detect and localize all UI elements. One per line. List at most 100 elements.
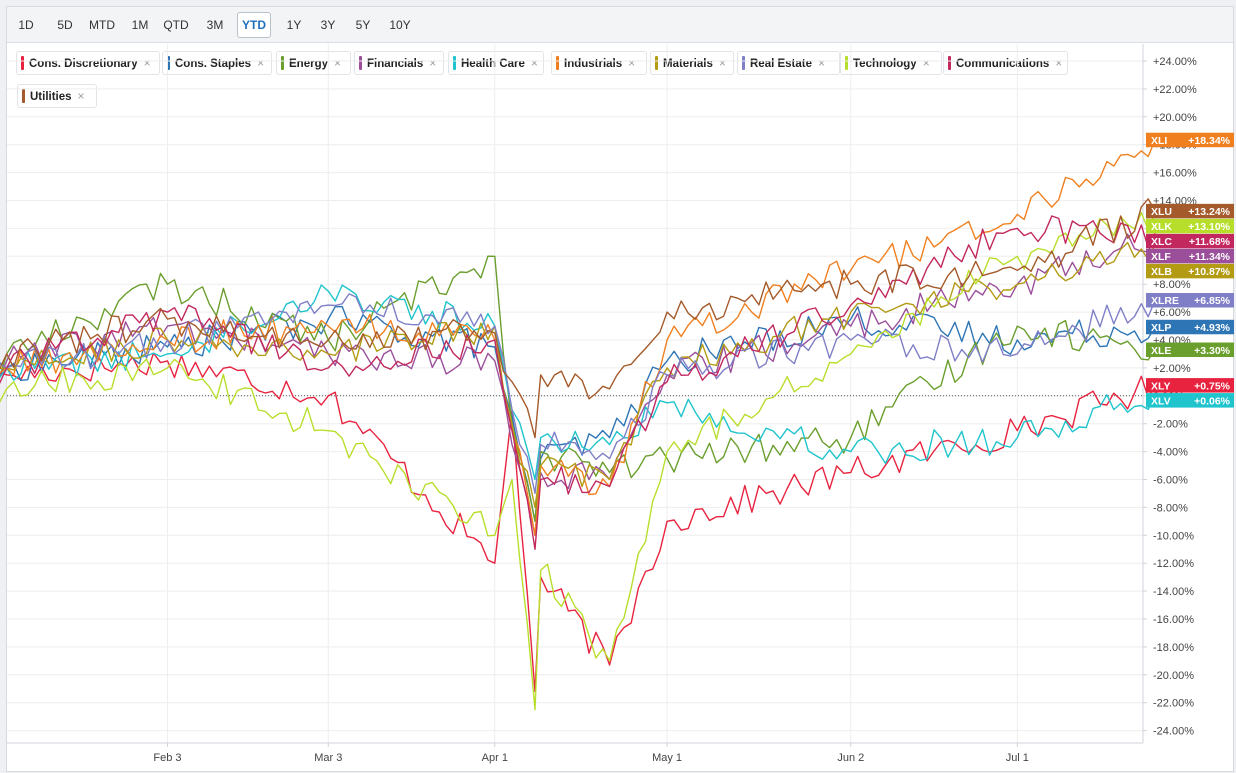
- value-tag-ticker: XLY: [1151, 380, 1170, 392]
- value-tag-background: [1146, 218, 1234, 234]
- value-tag-background: [1146, 233, 1234, 249]
- y-tick-label: -6.00%: [1153, 475, 1188, 487]
- value-tag-ticker: XLC: [1151, 236, 1172, 248]
- remove-series-icon[interactable]: ×: [257, 56, 265, 70]
- remove-series-icon[interactable]: ×: [922, 56, 930, 70]
- range-button-1y[interactable]: 1Y: [286, 18, 302, 32]
- range-button-5y[interactable]: 5Y: [355, 18, 371, 32]
- y-tick-label: +24.00%: [1153, 56, 1197, 68]
- value-tag-ticker: XLK: [1151, 221, 1172, 233]
- series-line-xli: [0, 139, 1156, 536]
- value-tag-xlv: XLV +0.06%: [1146, 393, 1234, 408]
- y-tick-label: -2.00%: [1153, 419, 1188, 431]
- value-tag-value: +11.68%: [1189, 236, 1231, 248]
- remove-series-icon[interactable]: ×: [718, 56, 726, 70]
- value-tag-background: [1146, 319, 1234, 335]
- legend-color-swatch: [21, 56, 24, 70]
- series-line-xlp: [0, 305, 1156, 522]
- remove-series-icon[interactable]: ×: [429, 56, 437, 70]
- legend-chip-materials[interactable]: Materials ×: [650, 51, 734, 75]
- value-tag-background: [1146, 342, 1234, 358]
- y-tick-label: +22.00%: [1153, 84, 1197, 96]
- legend-color-swatch: [359, 56, 362, 70]
- y-tick-label: -10.00%: [1153, 530, 1194, 542]
- value-tag-ticker: XLE: [1151, 345, 1171, 357]
- remove-series-icon[interactable]: ×: [628, 56, 636, 70]
- x-tick-label: May 1: [652, 752, 682, 764]
- value-tag-xli: XLI +18.34%: [1146, 132, 1234, 148]
- legend-color-swatch: [948, 56, 951, 70]
- legend-chip-cons-discretionary[interactable]: Cons. Discretionary ×: [16, 51, 160, 75]
- series-line-xlc: [0, 215, 1156, 550]
- value-tag-background: [1146, 248, 1234, 264]
- legend-color-swatch: [845, 56, 848, 70]
- legend-color-swatch: [453, 56, 456, 70]
- y-tick-label: -4.00%: [1153, 447, 1188, 459]
- series-lines: [0, 139, 1156, 711]
- value-tag-xly: XLY +0.75%: [1146, 378, 1234, 393]
- series-line-xle: [0, 255, 1156, 522]
- range-button-3y[interactable]: 3Y: [320, 18, 336, 32]
- value-tag-xle: XLE +3.30%: [1146, 342, 1234, 358]
- x-tick-label: Mar 3: [314, 752, 342, 764]
- range-button-ytd[interactable]: YTD: [237, 12, 271, 38]
- range-button-qtd[interactable]: QTD: [163, 18, 189, 32]
- y-tick-label: +8.00%: [1153, 279, 1191, 291]
- series-line-xlu: [0, 198, 1156, 439]
- value-tag-value: +0.06%: [1194, 395, 1231, 407]
- y-tick-label: -22.00%: [1153, 698, 1194, 710]
- value-tag-ticker: XLRE: [1151, 295, 1179, 307]
- legend-chip-energy[interactable]: Energy ×: [276, 51, 351, 75]
- value-tag-ticker: XLF: [1151, 251, 1171, 263]
- value-tag-value: +18.34%: [1188, 135, 1230, 147]
- range-button-10y[interactable]: 10Y: [389, 18, 411, 32]
- value-tag-value: +0.75%: [1194, 380, 1231, 392]
- legend-chip-industrials[interactable]: Industrials ×: [551, 51, 647, 75]
- value-tag-ticker: XLU: [1151, 206, 1172, 218]
- legend-color-swatch: [22, 89, 25, 103]
- series-line-xlv: [0, 284, 1156, 481]
- range-button-1d[interactable]: 1D: [18, 18, 34, 32]
- value-tag-value: +4.93%: [1194, 322, 1231, 334]
- time-range-selector: 1D 5D MTD 1M QTD 3M YTD 1Y 3Y 5Y 10Y: [7, 7, 1233, 43]
- grid: [7, 44, 1143, 743]
- y-tick-label: -24.00%: [1153, 726, 1194, 738]
- remove-series-icon[interactable]: ×: [334, 56, 342, 70]
- series-value-tags: XLI +18.34% XLU +13.24% XLK +13.10% XLC +11.68%…: [1146, 132, 1234, 408]
- legend-color-swatch: [167, 56, 170, 70]
- value-tag-xlu: XLU +13.24%: [1146, 203, 1234, 219]
- y-tick-label: -12.00%: [1153, 558, 1194, 570]
- remove-series-icon[interactable]: ×: [1055, 56, 1063, 70]
- legend: Cons. Discretionary × Cons. Staples × Energy…: [14, 51, 1144, 121]
- value-tag-ticker: XLP: [1151, 322, 1171, 334]
- range-button-mtd[interactable]: MTD: [89, 18, 115, 32]
- range-button-1m[interactable]: 1M: [131, 18, 149, 32]
- range-button-5d[interactable]: 5D: [57, 18, 73, 32]
- remove-series-icon[interactable]: ×: [143, 56, 151, 70]
- series-line-xlre: [0, 293, 1156, 495]
- legend-color-swatch: [655, 56, 658, 70]
- legend-chip-utilities[interactable]: Utilities ×: [17, 84, 97, 108]
- legend-chip-cons-staples[interactable]: Cons. Staples ×: [162, 51, 272, 75]
- value-tag-background: [1146, 132, 1234, 148]
- legend-label: Utilities: [30, 91, 72, 103]
- legend-chip-real-estate[interactable]: Real Estate ×: [737, 51, 840, 75]
- remove-series-icon[interactable]: ×: [818, 56, 826, 70]
- remove-series-icon[interactable]: ×: [77, 89, 85, 103]
- value-tag-background: [1146, 378, 1234, 393]
- value-tag-xlb: XLB +10.87%: [1146, 263, 1234, 279]
- value-tag-xlc: XLC +11.68%: [1146, 233, 1234, 249]
- value-tag-value: +13.24%: [1188, 206, 1230, 218]
- x-tick-label: Apr 1: [482, 752, 508, 764]
- value-tag-value: +3.30%: [1194, 345, 1231, 357]
- y-tick-label: -8.00%: [1153, 502, 1188, 514]
- y-tick-label: +20.00%: [1153, 112, 1197, 124]
- range-button-3m[interactable]: 3M: [206, 18, 224, 32]
- remove-series-icon[interactable]: ×: [530, 56, 538, 70]
- legend-chip-health-care[interactable]: Health Care ×: [448, 51, 544, 75]
- value-tag-xlk: XLK +13.10%: [1146, 218, 1234, 234]
- legend-color-swatch: [281, 56, 284, 70]
- series-line-xlf: [0, 233, 1156, 536]
- y-tick-label: -20.00%: [1153, 670, 1194, 682]
